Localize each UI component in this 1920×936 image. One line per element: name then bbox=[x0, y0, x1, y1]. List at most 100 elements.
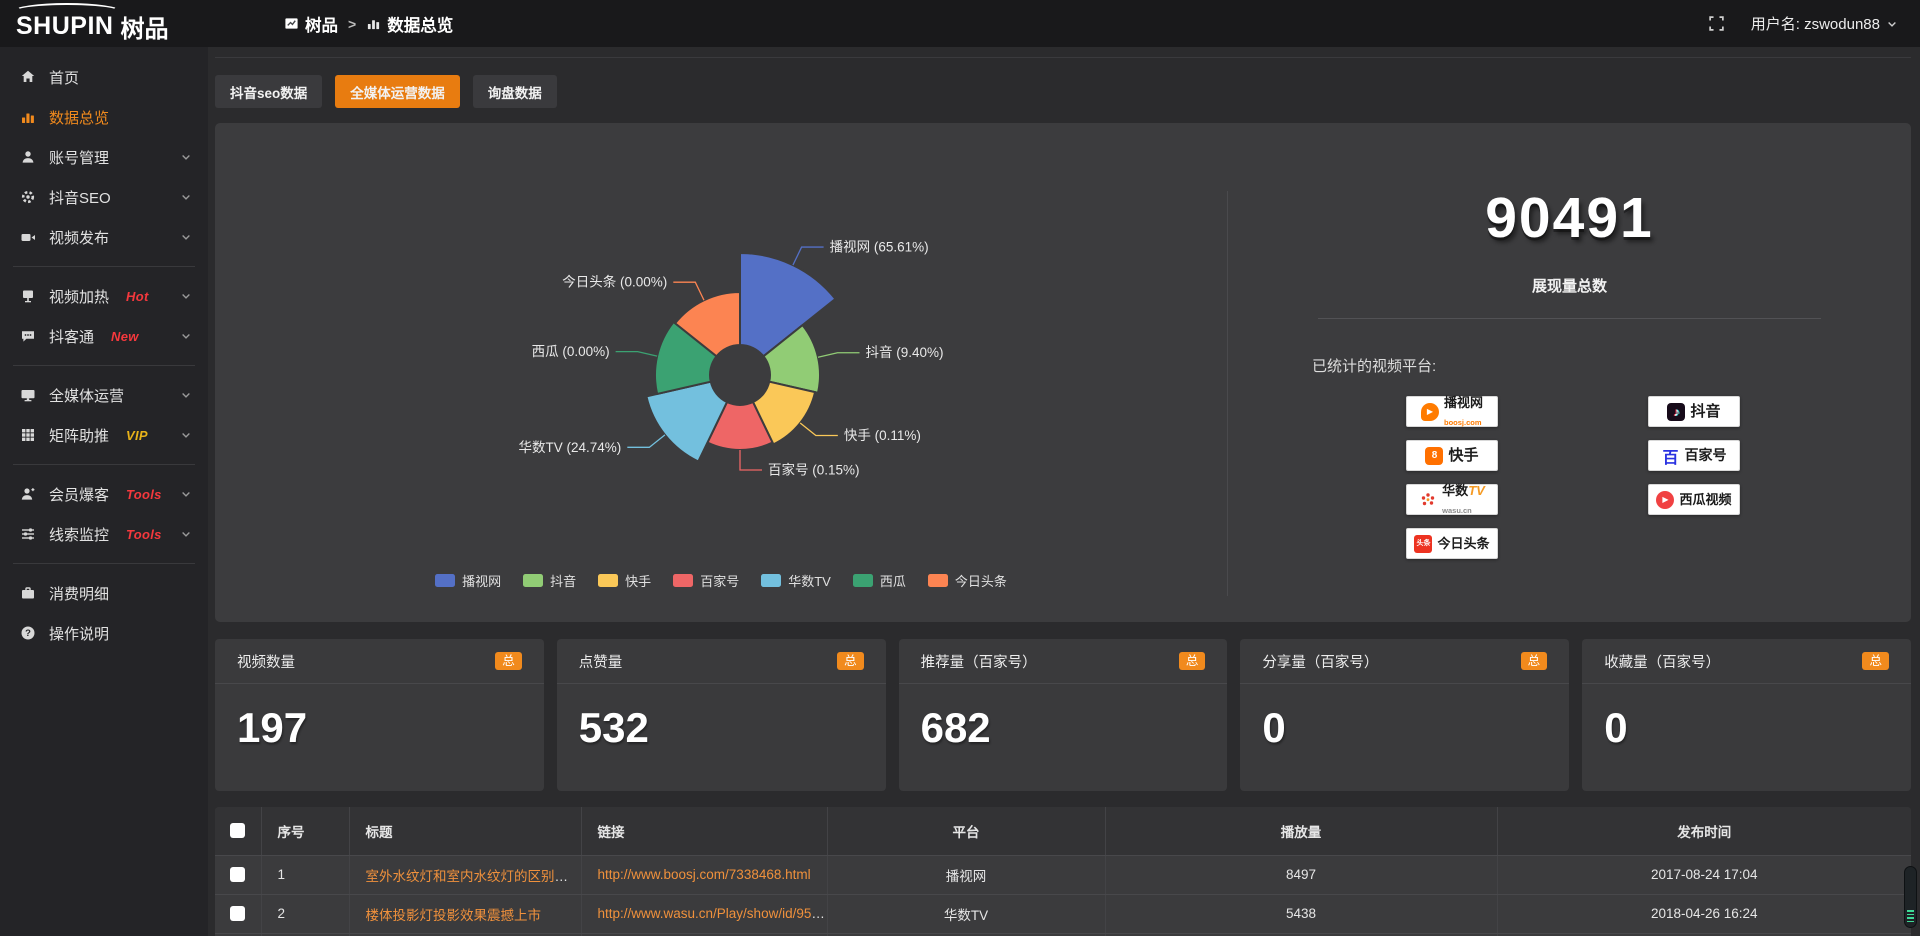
legend-item[interactable]: 百家号 bbox=[673, 571, 739, 590]
chevron-down-icon bbox=[182, 195, 190, 200]
new-badge: New bbox=[111, 328, 139, 344]
chat-bubble-icon bbox=[22, 331, 34, 342]
table-row: 1 室外水纹灯和室内水纹灯的区别和简介 http://www.boosj.com… bbox=[215, 855, 1911, 895]
chevron-down-icon bbox=[182, 532, 190, 537]
hot-badge: Hot bbox=[126, 288, 149, 304]
breadcrumb-separator: > bbox=[348, 15, 357, 32]
xigua-logo-icon: ▶ bbox=[1656, 490, 1675, 509]
video-url-link[interactable]: http://www.boosj.com/7338468.html bbox=[597, 867, 811, 882]
pie-label-5: 西瓜 (0.00%) bbox=[532, 344, 610, 359]
row-checkbox[interactable] bbox=[230, 867, 246, 882]
user-menu[interactable]: 用户名: zswodun88 bbox=[1751, 13, 1898, 34]
gear-icon bbox=[21, 190, 35, 204]
sidebar: 首页 数据总览 账号管理 抖音SEO 视频发布 视频加热 Hot bbox=[0, 47, 208, 936]
boosj-logo-icon: ▶ bbox=[1420, 402, 1439, 421]
sidebar-divider bbox=[13, 563, 195, 564]
pie-slice-6[interactable] bbox=[673, 290, 741, 358]
douyin-logo-icon: ♪ bbox=[1667, 402, 1686, 421]
col-header-time: 发布时间 bbox=[1497, 807, 1911, 856]
pie-label-3: 百家号 (0.15%) bbox=[768, 462, 860, 478]
pie-label-leader bbox=[627, 434, 666, 448]
chevron-down-icon bbox=[1888, 21, 1896, 27]
row-checkbox[interactable] bbox=[230, 906, 246, 921]
pie-slice-3[interactable] bbox=[706, 400, 774, 451]
header-rule bbox=[215, 57, 1911, 58]
app-logo[interactable]: SHUPIN 树品 bbox=[0, 0, 208, 47]
bar-chart-icon bbox=[368, 20, 380, 30]
stat-card-video-count: 视频数量 总 197 bbox=[215, 639, 544, 791]
stat-label: 推荐量（百家号） bbox=[920, 654, 1037, 671]
pie-slice-1[interactable] bbox=[762, 323, 821, 394]
sidebar-item-home[interactable]: 首页 bbox=[0, 57, 208, 97]
legend-label: 华数TV bbox=[788, 574, 831, 589]
video-title-link[interactable]: 楼体投影灯投影效果震撼上市 bbox=[365, 907, 542, 923]
sidebar-item-help[interactable]: ? 操作说明 bbox=[0, 613, 208, 653]
legend-label: 快手 bbox=[625, 574, 652, 589]
legend-item[interactable]: 西瓜 bbox=[852, 571, 906, 590]
baijiahao-logo-icon: 百 bbox=[1662, 449, 1679, 467]
sidebar-item-matrix-boost[interactable]: 矩阵助推 VIP bbox=[0, 415, 208, 455]
platform-badge-toutiao: 头条 今日头条 bbox=[1406, 528, 1498, 559]
pie-label-4: 华数TV (24.74%) bbox=[519, 440, 622, 455]
svg-text:?: ? bbox=[25, 628, 31, 639]
data-tabs: 抖音seo数据 全媒体运营数据 询盘数据 bbox=[215, 75, 1911, 108]
total-badge: 总 bbox=[1178, 651, 1206, 671]
sidebar-item-media-ops[interactable]: 全媒体运营 bbox=[0, 375, 208, 415]
question-circle-icon: ? bbox=[21, 626, 35, 640]
fullscreen-icon[interactable] bbox=[1708, 15, 1725, 32]
stat-value: 0 bbox=[1262, 704, 1286, 751]
sidebar-item-expenses[interactable]: 消费明细 bbox=[0, 573, 208, 613]
platform-badge-boosj: ▶ 播视网 boosj.com bbox=[1406, 395, 1498, 427]
legend-item[interactable]: 播视网 bbox=[435, 571, 501, 590]
pie-slice-4[interactable] bbox=[645, 380, 729, 463]
pie-slice-0[interactable] bbox=[739, 251, 837, 358]
chart-legend: 播视网 抖音 快手 百家号 华数TV 西瓜 今日头条 bbox=[215, 571, 1227, 590]
logo-arc-decoration bbox=[14, 3, 120, 19]
breadcrumb: 树品 > 数据总览 bbox=[284, 12, 453, 36]
topbar: SHUPIN 树品 树品 > 数据总览 用户名: zswodun88 bbox=[0, 0, 1920, 47]
sidebar-item-member-tools[interactable]: 会员爆客 Tools bbox=[0, 474, 208, 514]
briefcase-icon bbox=[22, 587, 34, 599]
sidebar-item-video-publish[interactable]: 视频发布 bbox=[0, 217, 208, 257]
select-all-checkbox[interactable] bbox=[230, 823, 246, 839]
monitor-icon bbox=[21, 390, 35, 402]
sidebar-item-douyin-seo[interactable]: 抖音SEO bbox=[0, 177, 208, 217]
breadcrumb-root[interactable]: 树品 bbox=[284, 12, 338, 36]
pie-slice-5[interactable] bbox=[654, 320, 718, 396]
video-title-link[interactable]: 室外水纹灯和室内水纹灯的区别和简介 bbox=[365, 868, 581, 884]
platform-badge-douyin: ♪ 抖音 bbox=[1648, 396, 1740, 427]
stat-label: 分享量（百家号） bbox=[1262, 654, 1379, 671]
toutiao-logo-icon: 头条 bbox=[1414, 534, 1433, 553]
video-url-link[interactable]: http://www.wasu.cn/Play/show/id/952... bbox=[597, 906, 827, 921]
chevron-down-icon bbox=[182, 433, 190, 438]
chevron-down-icon bbox=[182, 492, 190, 497]
platforms-title: 已统计的视频平台: bbox=[1312, 358, 1437, 375]
logo-text-cn: 树品 bbox=[120, 16, 169, 43]
pie-slice-2[interactable] bbox=[751, 380, 817, 446]
legend-swatch bbox=[673, 574, 694, 587]
legend-item[interactable]: 抖音 bbox=[523, 571, 576, 590]
pie-label-leader bbox=[799, 422, 838, 437]
sidebar-item-leads-monitor[interactable]: 线索监控 Tools bbox=[0, 514, 208, 554]
panel-divider bbox=[1227, 191, 1228, 596]
sidebar-item-account[interactable]: 账号管理 bbox=[0, 137, 208, 177]
tab-media-ops-data[interactable]: 全媒体运营数据 bbox=[335, 75, 460, 108]
legend-swatch bbox=[523, 574, 544, 587]
sidebar-item-data-overview[interactable]: 数据总览 bbox=[0, 97, 208, 137]
legend-item[interactable]: 快手 bbox=[598, 571, 651, 590]
scrollbar-thumb[interactable] bbox=[1904, 866, 1917, 928]
platform-badge-xigua: ▶ 西瓜视频 bbox=[1648, 484, 1740, 515]
sidebar-item-video-heat[interactable]: 视频加热 Hot bbox=[0, 276, 208, 316]
legend-item[interactable]: 今日头条 bbox=[927, 571, 1007, 590]
platform-badge-kuaishou: 8 快手 bbox=[1406, 440, 1498, 471]
kuaishou-logo-icon: 8 bbox=[1425, 446, 1444, 465]
breadcrumb-current[interactable]: 数据总览 bbox=[366, 12, 453, 36]
overview-panel: 播视网 (65.61%) 抖音 (9.40%) 快手 (0.11%) 百家号 (0.1… bbox=[215, 123, 1911, 622]
sliders-icon bbox=[22, 528, 34, 540]
tools-badge: Tools bbox=[126, 486, 162, 502]
sidebar-item-douketong[interactable]: 抖客通 New bbox=[0, 316, 208, 356]
tab-inquiry-data[interactable]: 询盘数据 bbox=[472, 75, 557, 108]
col-header-views: 播放量 bbox=[1105, 807, 1498, 856]
tab-douyin-seo-data[interactable]: 抖音seo数据 bbox=[215, 75, 323, 108]
legend-item[interactable]: 华数TV bbox=[761, 571, 831, 590]
